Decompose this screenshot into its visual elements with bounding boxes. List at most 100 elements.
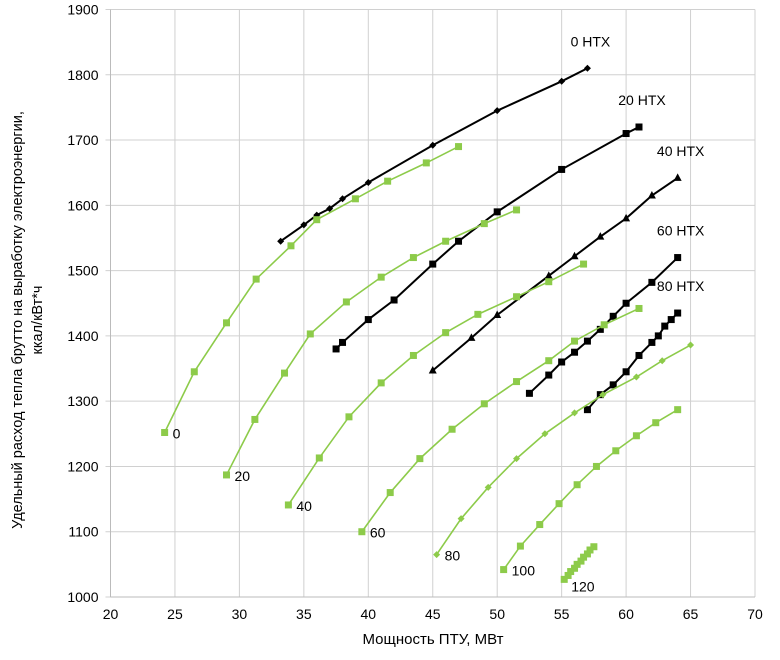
data-point <box>500 566 508 574</box>
data-point <box>364 178 372 186</box>
data-point <box>422 159 430 167</box>
data-point <box>573 481 581 489</box>
data-point <box>364 316 372 324</box>
data-point <box>600 321 608 329</box>
data-point <box>661 322 669 330</box>
data-point <box>577 557 585 565</box>
data-point <box>544 271 553 279</box>
data-point <box>457 515 465 523</box>
data-point <box>609 312 617 320</box>
data-point <box>674 309 682 317</box>
series-line <box>361 307 640 533</box>
series-line <box>432 177 679 372</box>
data-point <box>583 406 591 414</box>
data-point <box>315 454 323 462</box>
data-point <box>252 275 260 283</box>
data-point <box>161 429 169 436</box>
data-point <box>658 357 666 365</box>
data-point <box>409 254 417 262</box>
data-point <box>558 165 566 173</box>
data-point <box>513 293 521 301</box>
data-point <box>674 254 682 262</box>
data-point <box>667 316 675 324</box>
x-tick-label: 20 <box>103 606 119 622</box>
data-point <box>673 173 682 181</box>
data-point <box>313 216 321 224</box>
series-line <box>287 263 584 506</box>
data-point <box>358 528 366 536</box>
series-100 <box>500 406 682 574</box>
data-point <box>571 564 579 572</box>
series-label: 20 <box>235 468 251 484</box>
data-point <box>583 337 591 345</box>
series-line <box>280 67 588 243</box>
data-point <box>339 338 347 346</box>
data-point <box>525 389 533 397</box>
series-label: 60 <box>370 525 386 541</box>
series-line <box>163 145 459 433</box>
series-label: 40 НТХ <box>657 143 705 159</box>
data-point <box>190 368 198 376</box>
data-point <box>251 415 259 423</box>
data-point <box>545 371 553 379</box>
data-point <box>567 568 575 576</box>
x-tick-label: 25 <box>167 606 183 622</box>
data-point <box>596 232 605 240</box>
y-tick-label: 1000 <box>67 589 98 605</box>
data-point <box>558 77 566 85</box>
data-point <box>622 299 630 307</box>
data-point <box>558 358 566 366</box>
data-point <box>448 425 456 433</box>
series-label: 40 <box>296 498 312 514</box>
data-point <box>386 489 394 497</box>
x-axis-label: Мощность ПТУ, МВт <box>362 631 503 648</box>
data-point <box>580 260 588 268</box>
series-labels: 0 НТХ 20 НТХ 40 НТХ 60 НТХ 80 НТХ 0 20 40 60 80 10… <box>173 33 705 594</box>
y-tick-label: 1600 <box>67 197 98 213</box>
data-point <box>648 338 656 346</box>
data-point <box>648 278 656 286</box>
data-point <box>429 260 437 268</box>
series-line <box>335 126 640 350</box>
series-label: 100 <box>512 563 536 579</box>
data-point <box>654 332 662 340</box>
data-point <box>571 409 579 417</box>
series-60 <box>358 304 643 536</box>
data-point <box>545 278 553 286</box>
data-point <box>573 560 581 568</box>
y-tick-label: 1400 <box>67 328 98 344</box>
series-line <box>225 209 517 476</box>
series-20-НТХ <box>332 123 643 353</box>
data-point <box>560 575 568 583</box>
data-point <box>541 430 549 438</box>
series-label: 80 НТХ <box>657 278 705 294</box>
data-point <box>493 310 502 318</box>
series-40 <box>284 260 588 509</box>
y-tick-label: 1300 <box>67 393 98 409</box>
data-point <box>428 365 437 374</box>
data-point <box>345 413 353 421</box>
axes: 20 25 30 35 40 45 50 55 60 65 70100011001200130014… <box>67 2 763 623</box>
data-point <box>674 406 682 414</box>
data-point <box>571 337 579 345</box>
data-point <box>493 107 501 115</box>
data-point <box>455 237 463 245</box>
data-point <box>580 553 588 561</box>
x-tick-label: 30 <box>232 606 248 622</box>
y-axis-label-line2: ккал/кВт*ч <box>30 286 46 355</box>
data-point <box>484 483 492 491</box>
data-point <box>635 304 643 312</box>
series-group <box>161 64 695 583</box>
series-line <box>502 408 679 571</box>
series-label: 0 НТХ <box>571 33 611 49</box>
x-tick-label: 45 <box>425 606 441 622</box>
data-point <box>287 242 295 250</box>
data-point <box>592 462 600 470</box>
data-point <box>555 500 563 508</box>
y-tick-label: 1100 <box>68 524 98 540</box>
data-point <box>647 191 656 199</box>
data-point <box>513 206 521 214</box>
series-0 <box>161 143 463 436</box>
